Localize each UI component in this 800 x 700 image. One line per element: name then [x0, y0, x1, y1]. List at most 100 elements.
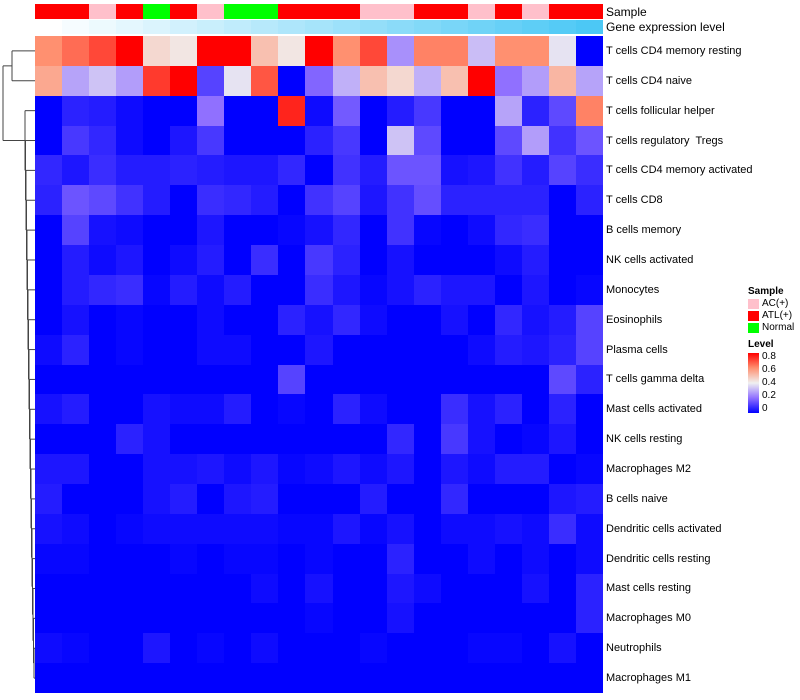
heatmap-cell: [413, 513, 442, 545]
heatmap-cell: [305, 483, 334, 515]
heatmap-cell: [359, 573, 388, 604]
heatmap-cell: [278, 603, 306, 634]
heatmap-cell: [305, 663, 334, 694]
row-dendrogram: [2, 50, 35, 679]
heatmap-cell: [467, 364, 496, 395]
heatmap-cell: [62, 513, 90, 545]
heatmap-cell: [170, 543, 198, 575]
heatmap-cell: [278, 394, 306, 425]
heatmap-cell: [332, 573, 361, 604]
heatmap-cell: [359, 633, 388, 664]
heatmap-cell: [89, 633, 117, 664]
heatmap-cell: [386, 125, 415, 156]
legend: Sample AC(+) ATL(+) Normal Level 0.8 0.6 0.4…: [748, 286, 794, 415]
heatmap-cell: [359, 454, 388, 485]
heatmap-cell: [89, 245, 117, 276]
heatmap-cell: [116, 663, 144, 694]
heatmap-cell: [332, 36, 361, 67]
heatmap-cell: [251, 215, 279, 246]
heatmap-cell: [494, 424, 523, 455]
heatmap-cell: [440, 364, 469, 395]
heatmap-cell: [197, 454, 225, 485]
heatmap-cell: [170, 424, 198, 455]
heatmap-cell: [89, 95, 117, 127]
heatmap-cell: [575, 95, 604, 127]
heatmap-cell: [305, 274, 334, 306]
heatmap-cell: [251, 95, 279, 127]
row-label: Eosinophils: [606, 313, 663, 326]
gene-level-annotation-cell: [386, 20, 415, 34]
heatmap-cell: [440, 543, 469, 575]
heatmap-cell: [143, 155, 171, 186]
heatmap-cell: [521, 245, 550, 276]
heatmap-cell: [332, 454, 361, 485]
heatmap-cell: [251, 483, 279, 515]
heatmap-cell: [62, 215, 90, 246]
gene-level-annotation-cell: [548, 20, 577, 34]
heatmap-cell: [224, 155, 252, 186]
heatmap-cell: [143, 394, 171, 425]
heatmap-cell: [305, 603, 334, 634]
sample-annotation-cell: [89, 4, 117, 19]
heatmap-cell: [440, 65, 469, 97]
heatmap-cell: [62, 65, 90, 97]
heatmap-cell: [494, 185, 523, 216]
heatmap-cell: [143, 185, 171, 216]
heatmap-cell: [170, 663, 198, 694]
heatmap-cell: [440, 663, 469, 694]
heatmap-cell: [62, 454, 90, 485]
heatmap-cell: [170, 513, 198, 545]
heatmap-cell: [467, 65, 496, 97]
heatmap-cell: [521, 65, 550, 97]
heatmap-cell: [467, 513, 496, 545]
heatmap-cell: [197, 663, 225, 694]
legend-item: AC(+): [748, 298, 794, 310]
heatmap-cell: [386, 215, 415, 246]
heatmap-cell: [143, 424, 171, 455]
heatmap-cell: [521, 304, 550, 336]
heatmap-cell: [494, 215, 523, 246]
heatmap-cell: [197, 543, 225, 575]
heatmap-cell: [224, 215, 252, 246]
heatmap-cell: [359, 424, 388, 455]
heatmap-cell: [278, 155, 306, 186]
heatmap-cell: [548, 304, 577, 336]
heatmap-cell: [251, 185, 279, 216]
heatmap-cell: [575, 633, 604, 664]
heatmap-cell: [224, 245, 252, 276]
heatmap-cell: [116, 36, 144, 67]
heatmap-cell: [359, 364, 388, 395]
heatmap-cell: [548, 185, 577, 216]
heatmap-cell: [35, 573, 63, 604]
heatmap-cell: [62, 663, 90, 694]
heatmap-cell: [143, 603, 171, 634]
heatmap-cell: [494, 663, 523, 694]
sample-annotation-cell: [359, 4, 388, 19]
sample-annotation-cell: [575, 4, 604, 19]
heatmap-cell: [413, 633, 442, 664]
heatmap-cell: [359, 483, 388, 515]
heatmap-cell: [251, 543, 279, 575]
heatmap-cell: [359, 334, 388, 365]
heatmap-cell: [224, 304, 252, 336]
heatmap-cell: [548, 573, 577, 604]
heatmap-cell: [575, 304, 604, 336]
heatmap-cell: [116, 95, 144, 127]
heatmap-cell: [494, 603, 523, 634]
heatmap-cell: [35, 155, 63, 186]
heatmap-cell: [575, 364, 604, 395]
heatmap-cell: [548, 483, 577, 515]
gene-level-annotation-cell: [278, 20, 306, 34]
level-tick-label: 0.8: [762, 351, 776, 362]
heatmap-cell: [521, 633, 550, 664]
heatmap-cell: [143, 633, 171, 664]
heatmap-cell: [224, 125, 252, 156]
heatmap-cell: [494, 483, 523, 515]
heatmap-cell: [386, 663, 415, 694]
heatmap-cell: [197, 155, 225, 186]
heatmap-cell: [548, 663, 577, 694]
heatmap-cell: [89, 155, 117, 186]
heatmap-cell: [116, 245, 144, 276]
row-label: B cells memory: [606, 224, 682, 237]
